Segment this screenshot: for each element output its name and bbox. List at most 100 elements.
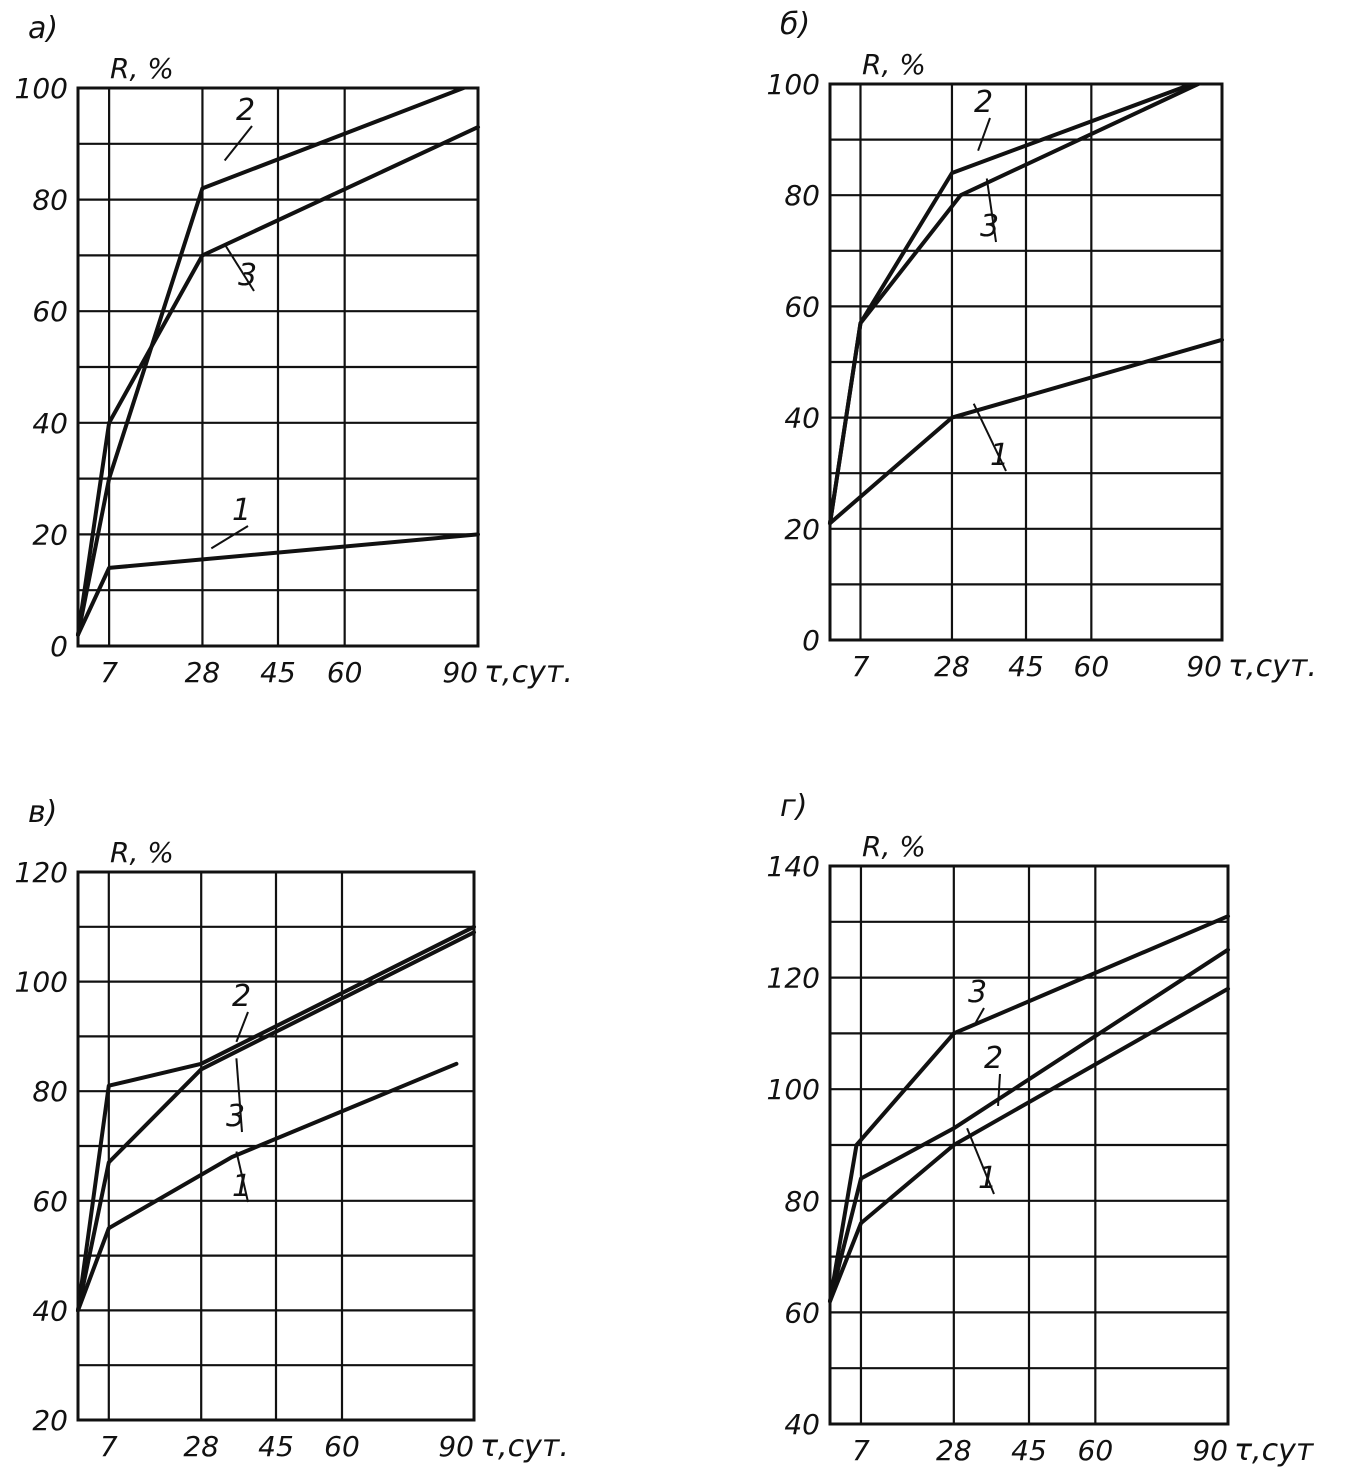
x-tick-label: 7 [100, 1430, 118, 1463]
y-tick-label: 100 [767, 1073, 820, 1106]
plot-frame [828, 864, 1230, 1426]
y-tick-label: 120 [15, 856, 68, 889]
x-tick-label: 28 [936, 1434, 972, 1467]
series-3-line [828, 914, 1230, 1304]
x-axis-label: τ,cут. [1228, 649, 1317, 684]
x-tick-label: 7 [852, 650, 870, 683]
plot-frame [828, 82, 1224, 642]
plot-frame [76, 870, 476, 1422]
panel-2: б) R, % 0 20 40 60 80 100 7 28 45 60 90 τ,cут. 1 2 3 [767, 7, 1317, 684]
series-2-label: 2 [232, 979, 251, 1014]
x-tick-label: 28 [183, 1430, 219, 1463]
series-3-leader [235, 1058, 243, 1133]
x-tick-label: 60 [324, 1430, 360, 1463]
series-3-label: 3 [226, 1099, 245, 1134]
y-tick-label: 80 [784, 179, 820, 212]
x-tick-label: 45 [258, 1430, 294, 1463]
x-tick-label: 45 [1011, 1434, 1047, 1467]
series-1-line [828, 986, 1230, 1304]
series-2-line [828, 947, 1230, 1304]
panel-4: г) R, % 40 60 80 100 120 140 7 28 45 60 90 τ,cут 1 2 3 [767, 789, 1315, 1468]
y-tick-label: 80 [32, 184, 68, 217]
y-axis-label: R, % [862, 48, 926, 81]
panel-letter: б) [780, 7, 810, 42]
y-tick-label: 100 [15, 72, 68, 105]
y-axis-label: R, % [110, 836, 174, 869]
series-2-leader [235, 1011, 249, 1043]
y-tick-label: 60 [784, 290, 820, 323]
series-1-label: 1 [990, 438, 1009, 473]
y-tick-label: 100 [15, 966, 68, 999]
series-1-label: 1 [232, 1169, 251, 1204]
y-tick-label: 20 [784, 513, 820, 546]
series-3-leader [985, 178, 997, 243]
series-1-line [828, 337, 1224, 526]
y-tick-label: 40 [32, 407, 68, 440]
series-3-label: 3 [238, 258, 257, 293]
y-tick-label: 120 [767, 962, 820, 995]
x-tick-label: 60 [1074, 650, 1110, 683]
y-tick-label: 0 [50, 630, 68, 663]
series-2-leader [223, 125, 253, 162]
panel-letter: в) [28, 795, 57, 830]
series-3-leader [223, 243, 255, 292]
series-2-label: 2 [974, 85, 993, 120]
series-1-leader [210, 525, 249, 550]
x-tick-label: 45 [260, 656, 296, 689]
x-tick-label: 28 [185, 656, 221, 689]
y-tick-label: 60 [32, 295, 68, 328]
x-tick-label: 60 [1078, 1434, 1114, 1467]
y-tick-label: 40 [784, 1408, 820, 1441]
series-1-line [76, 1061, 459, 1313]
x-tick-label: 90 [442, 656, 478, 689]
series-3-leader [975, 1007, 985, 1023]
series-1-label: 1 [232, 493, 251, 528]
x-tick-label: 7 [852, 1434, 870, 1467]
y-tick-label: 40 [32, 1294, 68, 1327]
y-tick-label: 80 [784, 1185, 820, 1218]
x-tick-label: 28 [934, 650, 970, 683]
series-1-line [76, 532, 480, 637]
x-tick-label: 90 [1192, 1434, 1228, 1467]
x-tick-label: 60 [327, 656, 363, 689]
panel-letter: a) [28, 11, 58, 46]
series-3-line [76, 930, 476, 1313]
y-axis-label: R, % [862, 830, 926, 863]
y-tick-label: 20 [32, 1404, 68, 1437]
series-2-line [76, 924, 476, 1313]
series-1-label: 1 [978, 1161, 997, 1196]
x-tick-label: 45 [1008, 650, 1044, 683]
y-tick-label: 100 [767, 68, 820, 101]
series-2-leader [977, 117, 991, 152]
y-tick-label: 40 [784, 402, 820, 435]
plot-frame [76, 86, 480, 648]
series-2-line [76, 88, 470, 637]
y-tick-label: 60 [784, 1296, 820, 1329]
panel-letter: г) [780, 789, 807, 824]
x-tick-label: 90 [1186, 650, 1222, 683]
x-axis-label: τ,cут. [480, 1429, 569, 1464]
series-2-label: 2 [984, 1041, 1003, 1076]
x-tick-label: 7 [100, 656, 118, 689]
series-3-label: 3 [968, 975, 987, 1010]
grid-vertical [107, 872, 344, 1420]
series-3-line [76, 125, 480, 637]
y-tick-label: 140 [767, 850, 820, 883]
x-axis-label: τ,cут. [484, 655, 573, 690]
y-tick-label: 0 [802, 624, 820, 657]
series-2-label: 2 [236, 93, 255, 128]
series-1-leader [966, 1127, 995, 1195]
series-3-label: 3 [980, 209, 999, 244]
y-axis-label: R, % [110, 52, 174, 85]
series-2-leader [997, 1073, 1001, 1107]
panel-3: в) R, % 20 40 60 80 100 120 7 28 45 60 90 τ,cут. 1 2 3 [15, 795, 569, 1464]
y-tick-label: 60 [32, 1185, 68, 1218]
series-1-leader [235, 1151, 249, 1203]
panel-1: a) R, % 0 20 40 60 80 100 7 28 45 60 90 τ,cут. 1 2 3 [15, 11, 573, 690]
series-1-leader [972, 403, 1007, 472]
y-tick-label: 20 [32, 518, 68, 551]
series-3-line [828, 84, 1204, 526]
x-tick-label: 90 [438, 1430, 474, 1463]
y-tick-label: 80 [32, 1075, 68, 1108]
